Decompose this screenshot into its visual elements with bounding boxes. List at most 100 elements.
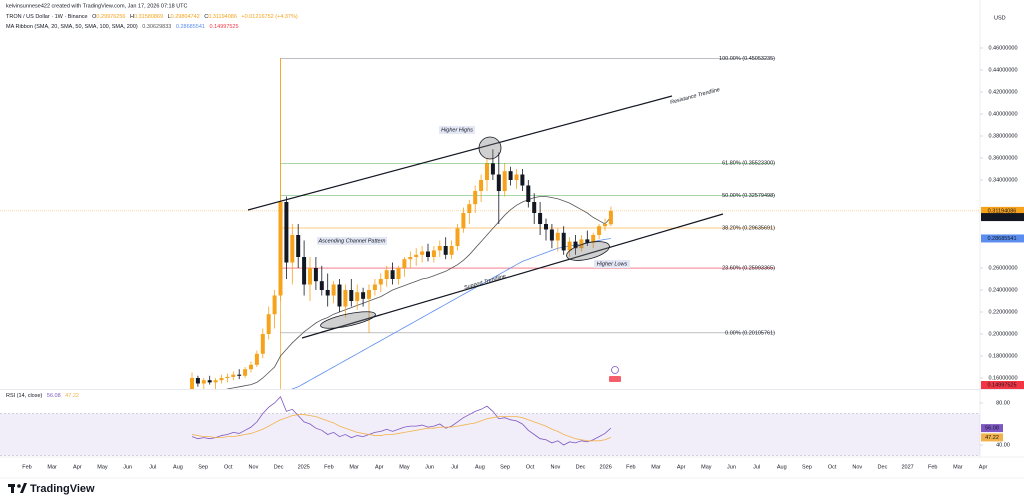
event-icon <box>609 376 621 382</box>
candle-body <box>319 281 324 290</box>
y-tick-label: 0.40000000 <box>988 111 1017 117</box>
brand: TradingView <box>30 483 95 495</box>
rsi-title: RSI (14, close) <box>6 393 43 399</box>
price-box-label: 0.14997525 <box>987 382 1016 388</box>
price-box <box>981 234 1024 243</box>
candle-body <box>361 292 366 299</box>
x-tick-label: Apr <box>979 464 988 470</box>
x-tick-label: Mar <box>349 464 359 470</box>
x-tick-label: May <box>97 464 108 470</box>
candle-body <box>431 250 436 257</box>
rsi-box-label: 56.08 <box>985 426 999 432</box>
rsi-ma-value: 47.22 <box>65 393 79 399</box>
ma-value: 0.28685541 <box>176 24 205 30</box>
candle-body <box>496 174 501 191</box>
price-box-label: 0.28685541 <box>987 236 1016 242</box>
x-tick-label: Apr <box>375 464 384 470</box>
x-tick-label: Oct <box>828 464 837 470</box>
candle-body <box>526 185 531 202</box>
candle-body <box>243 369 248 376</box>
candle-body <box>290 235 295 263</box>
y-tick-label: 0.22000000 <box>988 309 1017 315</box>
x-tick-label: Oct <box>526 464 535 470</box>
candle-body <box>608 210 613 225</box>
candle-body <box>437 246 442 251</box>
logo-mark <box>17 484 21 488</box>
candle-body <box>467 204 472 213</box>
currency: USD <box>994 15 1006 21</box>
x-tick-label: Aug <box>475 464 485 470</box>
candle-body <box>190 378 194 389</box>
y-tick-label: 0.24000000 <box>988 287 1017 293</box>
candle-body <box>384 270 389 279</box>
fib-label: 100.00% (0.45053235) <box>719 56 775 62</box>
candle-body <box>585 239 590 243</box>
x-tick-label: Feb <box>324 464 333 470</box>
ohlc-label: C <box>204 14 208 20</box>
candle-body <box>603 224 607 227</box>
fib-label: 23.60% (0.25993365) <box>722 266 775 272</box>
ma-label: MA Ribbon (SMA, 20, SMA, 50, SMA, 100, S… <box>6 24 138 30</box>
annotation: Ascending Channel Pattern <box>318 238 386 244</box>
ma-line: MA Ribbon (SMA, 20, SMA, 50, SMA, 100, S… <box>6 24 239 30</box>
x-tick-label: May <box>701 464 712 470</box>
x-tick-label: Mar <box>953 464 963 470</box>
candle-body <box>367 290 371 299</box>
candle-body <box>278 202 283 296</box>
y-tick-label: 40.00 <box>996 442 1010 448</box>
candle-body <box>449 246 454 255</box>
x-tick-label: Nov <box>249 464 259 470</box>
rsi-line: RSI (14, close) 56.08 47.22 <box>6 393 79 399</box>
x-tick-label: Aug <box>777 464 787 470</box>
candle-body <box>555 232 560 241</box>
header: kelvinsunnese422 created with TradingVie… <box>6 3 1006 399</box>
y-tick-label: 0.18000000 <box>988 353 1017 359</box>
candle-body <box>443 246 448 255</box>
x-tick-label: Mar <box>47 464 57 470</box>
annotation: Higher Lows <box>597 261 628 267</box>
rsi-pane <box>0 395 980 456</box>
candle-body <box>549 229 554 241</box>
resistance-trendline <box>247 95 673 211</box>
candle-body <box>538 213 543 224</box>
x-tick-label: Apr <box>677 464 686 470</box>
low-ellipse <box>320 311 376 329</box>
candle-body <box>396 268 401 279</box>
candle-body <box>479 180 484 191</box>
ma-line <box>226 196 612 389</box>
candle-body <box>591 235 596 243</box>
candle-body <box>349 290 354 301</box>
candle-body <box>573 241 578 249</box>
candle-body <box>378 279 383 285</box>
candle-body <box>502 171 507 191</box>
rsi-line <box>191 395 612 446</box>
candle-body <box>355 292 360 301</box>
candle-body <box>308 268 312 285</box>
y-tick-label: 0.46000000 <box>988 45 1017 51</box>
ma-value: 0.30629833 <box>142 24 171 30</box>
candle-body <box>414 254 419 257</box>
x-tick-label: 2027 <box>901 464 913 470</box>
x-tick-label: Aug <box>173 464 183 470</box>
candle-body <box>343 290 348 307</box>
x-tick-label: Dec <box>576 464 586 470</box>
symbol: TRON / US Dollar · 1W · Binance <box>6 14 88 20</box>
candle-body <box>597 226 602 235</box>
price-pane: 100.00% (0.45053235) 61.80% (0.35523300) 5… <box>0 56 980 389</box>
annotation: Higher Highs <box>441 127 473 133</box>
candle-body <box>544 224 548 230</box>
candle-body <box>455 228 460 246</box>
candle-body <box>207 380 212 383</box>
candle-body <box>260 334 265 354</box>
x-tick-label: Jul <box>451 464 458 470</box>
candle-body <box>331 284 336 296</box>
annotation-bg <box>439 126 475 134</box>
candle-body <box>485 163 489 180</box>
candle-body <box>567 241 572 251</box>
y-tick-label: 0.26000000 <box>988 265 1017 271</box>
candle-body <box>284 202 289 263</box>
candle-body <box>520 174 525 186</box>
y-tick-label: 0.34000000 <box>988 177 1017 183</box>
candle-body <box>219 378 224 381</box>
candle-body <box>337 284 342 307</box>
